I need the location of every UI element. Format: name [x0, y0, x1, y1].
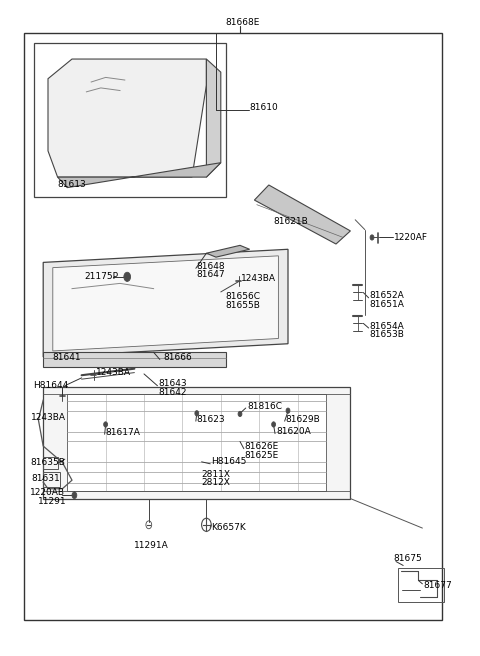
Text: 1243BA: 1243BA	[241, 274, 276, 283]
Text: 81610: 81610	[250, 103, 278, 112]
Bar	[24, 33, 442, 620]
Text: 81629B: 81629B	[286, 415, 320, 424]
Text: 81641: 81641	[53, 353, 82, 362]
Text: 81643: 81643	[158, 379, 187, 388]
Circle shape	[286, 408, 290, 413]
Text: 81651A: 81651A	[370, 300, 405, 309]
Text: 81631: 81631	[31, 474, 60, 483]
Text: 81647: 81647	[197, 270, 226, 279]
Text: 81635B: 81635B	[30, 458, 65, 467]
Text: 1220AB: 1220AB	[30, 488, 65, 497]
Text: 81668E: 81668E	[226, 18, 260, 28]
Text: 81623: 81623	[197, 415, 226, 424]
Text: 81620A: 81620A	[276, 427, 311, 436]
Polygon shape	[254, 185, 350, 244]
Text: 81652A: 81652A	[370, 291, 404, 300]
Polygon shape	[53, 256, 278, 351]
Text: 81621B: 81621B	[274, 217, 308, 226]
Bar	[34, 43, 226, 197]
Text: 81666: 81666	[163, 353, 192, 362]
Text: 81642: 81642	[158, 388, 187, 397]
Text: 81653B: 81653B	[370, 330, 405, 339]
Text: H81645: H81645	[211, 457, 247, 466]
Polygon shape	[67, 394, 326, 491]
Text: 81613: 81613	[58, 180, 86, 190]
Text: 81816C: 81816C	[247, 401, 282, 411]
Text: 81654A: 81654A	[370, 321, 404, 331]
Circle shape	[238, 411, 242, 417]
Polygon shape	[43, 249, 288, 357]
Circle shape	[195, 411, 199, 416]
Text: 2812X: 2812X	[202, 478, 230, 487]
Text: 21175P: 21175P	[84, 272, 118, 281]
Circle shape	[272, 422, 276, 427]
Polygon shape	[43, 352, 226, 367]
Text: 2811X: 2811X	[202, 470, 230, 479]
Circle shape	[124, 272, 131, 281]
Circle shape	[104, 422, 108, 427]
Text: 81677: 81677	[423, 581, 452, 590]
Bar	[43, 457, 58, 469]
Text: 81617A: 81617A	[106, 428, 141, 437]
Text: 1220AF: 1220AF	[394, 233, 428, 242]
Text: 1243BA: 1243BA	[96, 368, 131, 377]
Text: 81648: 81648	[197, 262, 226, 271]
Bar	[398, 568, 444, 602]
Bar	[43, 472, 60, 487]
Text: 81625E: 81625E	[245, 451, 279, 460]
Text: 11291A: 11291A	[134, 541, 169, 550]
Circle shape	[72, 492, 77, 499]
Text: 81656C: 81656C	[226, 292, 261, 301]
Polygon shape	[48, 59, 206, 177]
Polygon shape	[206, 59, 221, 177]
Polygon shape	[206, 245, 250, 257]
Polygon shape	[43, 387, 350, 499]
Text: H81644: H81644	[34, 381, 69, 390]
Polygon shape	[58, 163, 221, 188]
Text: K6657K: K6657K	[211, 523, 246, 532]
Text: 81675: 81675	[394, 554, 422, 564]
Circle shape	[370, 235, 374, 240]
Text: 81626E: 81626E	[245, 442, 279, 451]
Text: 1243BA: 1243BA	[31, 413, 66, 422]
Text: 11291: 11291	[38, 497, 67, 506]
Text: 81655B: 81655B	[226, 300, 261, 310]
